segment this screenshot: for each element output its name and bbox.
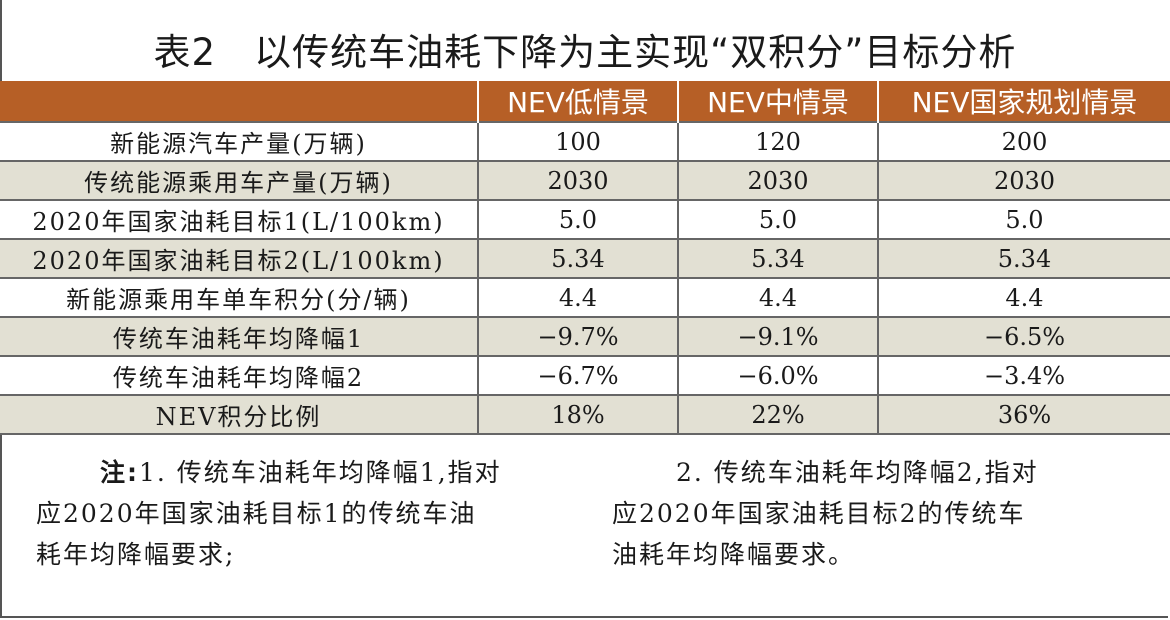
table-cell: 5.0 xyxy=(877,199,1170,240)
table-cell: 4.4 xyxy=(477,277,679,318)
table-cell: 18% xyxy=(477,394,679,435)
table-cell: 5.34 xyxy=(677,238,879,279)
note-2-line-1: 2. 传统车油耗年均降幅2,指对 xyxy=(676,458,1039,487)
table-row: NEV积分比例 18% 22% 36% xyxy=(0,394,1170,435)
row-label: 传统能源乘用车产量(万辆) xyxy=(0,160,479,201)
note-1-line-3: 耗年均降幅要求; xyxy=(36,540,236,569)
header-cell-nev-plan: NEV国家规划情景 xyxy=(877,81,1170,122)
table-cell: 2030 xyxy=(877,160,1170,201)
note-1: 注:1. 传统车油耗年均降幅1,指对 应2020年国家油耗目标1的传统车油 耗年… xyxy=(36,452,576,575)
table-cell: −3.4% xyxy=(877,355,1170,396)
table-cell: 4.4 xyxy=(877,277,1170,318)
table-row: 新能源汽车产量(万辆) 100 120 200 xyxy=(0,121,1170,162)
row-label: 新能源乘用车单车积分(分/辆) xyxy=(0,277,479,318)
table-row: 2020年国家油耗目标1(L/100km) 5.0 5.0 5.0 xyxy=(0,199,1170,240)
table-cell: −9.1% xyxy=(677,316,879,357)
table-cell: −6.5% xyxy=(877,316,1170,357)
table-cell: 5.0 xyxy=(677,199,879,240)
data-table: NEV低情景 NEV中情景 NEV国家规划情景 新能源汽车产量(万辆) 100 … xyxy=(0,81,1170,435)
table-cell: −6.7% xyxy=(477,355,679,396)
note-1-line-1: 注:1. 传统车油耗年均降幅1,指对 xyxy=(36,452,576,493)
table-cell: 36% xyxy=(877,394,1170,435)
note-1-line-2: 应2020年国家油耗目标1的传统车油 xyxy=(36,499,477,528)
table-row: 传统能源乘用车产量(万辆) 2030 2030 2030 xyxy=(0,160,1170,201)
header-row: NEV低情景 NEV中情景 NEV国家规划情景 xyxy=(0,81,1170,122)
row-label: 2020年国家油耗目标1(L/100km) xyxy=(0,199,479,240)
row-label: NEV积分比例 xyxy=(0,394,479,435)
table-cell: −9.7% xyxy=(477,316,679,357)
row-label: 传统车油耗年均降幅1 xyxy=(0,316,479,357)
table-cell: 5.0 xyxy=(477,199,679,240)
table-row: 传统车油耗年均降幅1 −9.7% −9.1% −6.5% xyxy=(0,316,1170,357)
table-cell: 22% xyxy=(677,394,879,435)
table-cell: 2030 xyxy=(677,160,879,201)
note-2: 2. 传统车油耗年均降幅2,指对 应2020年国家油耗目标2的传统车 油耗年均降… xyxy=(612,452,1142,575)
note-2-line-3: 油耗年均降幅要求。 xyxy=(612,540,856,569)
note-label: 注: xyxy=(100,458,139,487)
table-cell: 5.34 xyxy=(877,238,1170,279)
table-cell: 100 xyxy=(477,121,679,162)
note-2-line-2: 应2020年国家油耗目标2的传统车 xyxy=(612,499,1026,528)
header-cell-nev-mid: NEV中情景 xyxy=(677,81,878,122)
table-cell: 4.4 xyxy=(677,277,879,318)
table-cell: 200 xyxy=(877,121,1170,162)
table-cell: −6.0% xyxy=(677,355,879,396)
note-1-line-1-text: 1. 传统车油耗年均降幅1,指对 xyxy=(139,458,502,487)
row-label: 传统车油耗年均降幅2 xyxy=(0,355,479,396)
table-row: 2020年国家油耗目标2(L/100km) 5.34 5.34 5.34 xyxy=(0,238,1170,279)
row-label: 新能源汽车产量(万辆) xyxy=(0,121,479,162)
header-cell-nev-low: NEV低情景 xyxy=(477,81,678,122)
table-cell: 120 xyxy=(677,121,879,162)
table-row: 传统车油耗年均降幅2 −6.7% −6.0% −3.4% xyxy=(0,355,1170,396)
header-cell-blank xyxy=(0,81,478,122)
table-cell: 2030 xyxy=(477,160,679,201)
table-cell: 5.34 xyxy=(477,238,679,279)
table-row: 新能源乘用车单车积分(分/辆) 4.4 4.4 4.4 xyxy=(0,277,1170,318)
row-label: 2020年国家油耗目标2(L/100km) xyxy=(0,238,479,279)
table-title: 表2 以传统车油耗下降为主实现“双积分”目标分析 xyxy=(153,31,1017,74)
